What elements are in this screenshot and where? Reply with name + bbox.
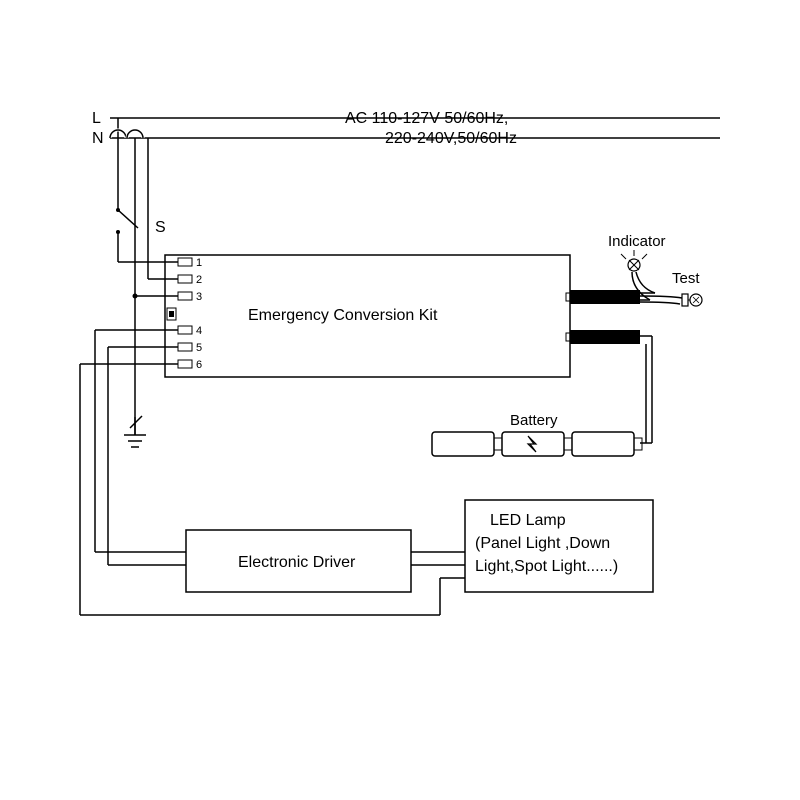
wire-test-2 bbox=[640, 302, 680, 304]
terminal-num-4: 4 bbox=[196, 325, 202, 337]
switch-node-top bbox=[116, 208, 120, 212]
terminal-num-5: 5 bbox=[196, 342, 202, 354]
switch-node-bot bbox=[116, 230, 120, 234]
ac-spec-line2: 220-240V,50/60Hz bbox=[385, 130, 517, 147]
test-button-icon bbox=[682, 294, 702, 306]
indicator-label: Indicator bbox=[608, 233, 666, 250]
terminal-num-1: 1 bbox=[196, 257, 202, 269]
right-connector-bottom bbox=[566, 330, 640, 344]
wire-indicator-curve2 bbox=[636, 272, 655, 293]
lamp-label-2: (Panel Light ,Down bbox=[475, 535, 610, 552]
lamp-label-3: Light,Spot Light......) bbox=[475, 558, 618, 575]
label-N: N bbox=[92, 130, 104, 147]
right-connector-top bbox=[566, 290, 640, 304]
terminal-num-2: 2 bbox=[196, 274, 202, 286]
indicator-icon bbox=[621, 250, 647, 271]
terminal-block bbox=[167, 258, 192, 368]
label-S: S bbox=[155, 219, 166, 236]
terminal-num-3: 3 bbox=[196, 291, 202, 303]
ac-spec-line1: AC 110-127V 50/60Hz, bbox=[345, 110, 508, 127]
driver-label: Electronic Driver bbox=[238, 554, 356, 571]
test-label: Test bbox=[672, 270, 700, 287]
terminal-num-6: 6 bbox=[196, 359, 202, 371]
battery-icon bbox=[432, 432, 642, 456]
label-L: L bbox=[92, 110, 101, 127]
n-line-hop-2 bbox=[127, 130, 143, 138]
battery-label: Battery bbox=[510, 412, 558, 429]
node-t3 bbox=[133, 294, 138, 299]
emergency-kit-label: Emergency Conversion Kit bbox=[248, 307, 438, 324]
wiring-diagram: L N AC 110-127V 50/60Hz, 220-240V,50/60H… bbox=[0, 0, 800, 800]
lamp-label-1: LED Lamp bbox=[490, 512, 566, 529]
ground-symbol bbox=[124, 416, 146, 447]
